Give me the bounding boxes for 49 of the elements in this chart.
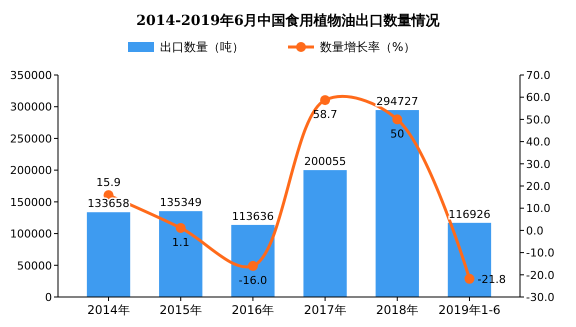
data-label: 200055	[304, 155, 346, 168]
y-tick-label: 250000	[10, 132, 52, 146]
y-tick-label: 50000	[17, 259, 52, 272]
data-label: 113636	[232, 210, 274, 223]
data-label: 58.7	[312, 108, 338, 122]
data-label: 294727	[376, 95, 418, 108]
y2-tick-label: -10.0	[526, 246, 554, 260]
data-label: 133658	[88, 197, 130, 210]
y2-tick-label: -30.0	[526, 291, 554, 304]
legend-label: 数量增长率（%）	[320, 40, 416, 54]
y2-tick-label: 50.0	[526, 113, 550, 126]
bar	[376, 110, 419, 297]
y-tick-label: 200000	[10, 164, 52, 178]
data-label: 116926	[448, 208, 490, 221]
bar	[86, 212, 130, 297]
bar	[159, 211, 202, 297]
data-label: 135349	[160, 196, 202, 210]
chart-title: 2014-2019年6月中国食用植物油出口数量情况	[136, 13, 441, 29]
y-tick-label: 300000	[10, 100, 52, 114]
x-tick-label: 2014年	[87, 303, 130, 317]
point	[320, 95, 330, 106]
y2-tick-label: -20.0	[526, 268, 554, 282]
data-label: 1.1	[172, 236, 190, 249]
x-tick-label: 2016年	[232, 303, 274, 317]
y2-tick-label: 60.0	[526, 91, 550, 104]
y-tick-label: 350000	[10, 69, 52, 82]
x-tick-label: 2019年1-6	[438, 303, 501, 317]
x-tick-label: 2015年	[159, 303, 202, 317]
y2-tick-label: 0.0	[526, 224, 544, 238]
bar	[231, 224, 275, 297]
bar	[303, 170, 347, 297]
x-tick-label: 2018年	[376, 303, 419, 317]
data-label: -16.0	[238, 274, 268, 287]
y2-tick-label: 70.0	[526, 69, 550, 82]
x-tick-label: 2017年	[304, 303, 346, 317]
data-label: 15.9	[96, 176, 121, 190]
y-tick-label: 100000	[10, 228, 52, 241]
point	[392, 114, 402, 124]
legend-label: 出口数量（吨）	[160, 40, 244, 54]
y2-tick-label: 30.0	[526, 158, 550, 171]
point	[176, 222, 186, 233]
y2-tick-label: 20.0	[526, 180, 550, 193]
y2-tick-label: 40.0	[526, 136, 550, 149]
point	[464, 274, 474, 284]
data-label: 50	[390, 127, 404, 140]
y-tick-label: 0	[45, 291, 52, 304]
point	[248, 260, 258, 271]
y2-tick-label: 10.0	[526, 202, 550, 216]
y-tick-label: 150000	[10, 196, 52, 209]
